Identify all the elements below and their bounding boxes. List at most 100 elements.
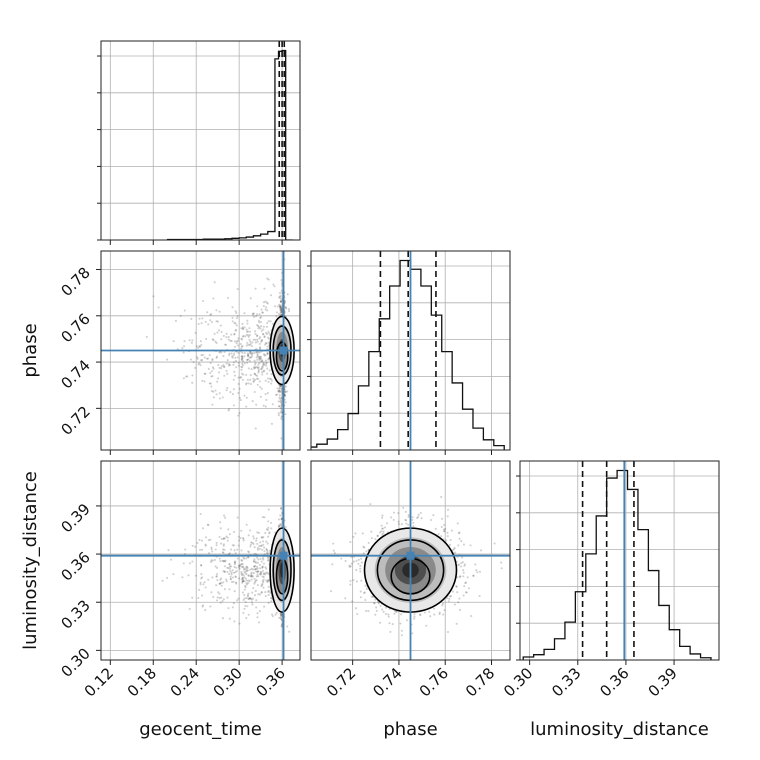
scatter-point	[200, 539, 204, 542]
scatter-point	[215, 393, 218, 396]
scatter-point	[228, 617, 231, 620]
scatter-point	[232, 361, 235, 364]
scatter-point	[456, 564, 460, 567]
scatter-point	[265, 528, 268, 531]
scatter-point	[266, 309, 269, 312]
scatter-point	[429, 518, 433, 522]
scatter-point	[278, 385, 281, 388]
scatter-point	[382, 530, 385, 533]
scatter-point	[172, 573, 175, 576]
scatter-point	[188, 339, 191, 342]
scatter-point	[246, 565, 249, 568]
scatter-point	[233, 571, 236, 574]
scatter-point	[412, 525, 415, 528]
scatter-point	[250, 541, 253, 544]
contour-line	[269, 527, 295, 613]
scatter-point	[237, 544, 240, 547]
scatter-point	[242, 537, 245, 540]
scatter-point	[190, 341, 193, 344]
scatter-point	[215, 575, 218, 578]
scatter-point	[252, 572, 255, 575]
scatter-point	[261, 516, 265, 519]
scatter-point	[459, 565, 462, 568]
scatter-point	[227, 296, 230, 299]
scatter-point	[256, 542, 259, 545]
scatter-point	[227, 338, 230, 341]
scatter-point	[167, 549, 170, 552]
scatter-point	[230, 339, 233, 343]
scatter-point	[279, 306, 282, 310]
scatter-point	[233, 340, 236, 343]
scatter-point	[266, 277, 269, 280]
scatter-point	[256, 548, 259, 551]
scatter-point	[359, 590, 362, 593]
scatter-point	[242, 539, 245, 542]
scatter-point	[256, 573, 259, 576]
scatter-point	[376, 534, 379, 538]
scatter-point	[284, 395, 287, 398]
scatter-point	[209, 382, 212, 385]
scatter-point	[243, 570, 246, 573]
scatter-point	[240, 565, 243, 568]
scatter-point	[253, 565, 256, 568]
truth-marker	[279, 346, 288, 355]
scatter-point	[211, 403, 214, 406]
scatter-point	[189, 358, 193, 361]
scatter-point	[267, 358, 270, 361]
scatter-point	[384, 606, 388, 609]
scatter-point	[280, 396, 283, 399]
scatter-point	[187, 574, 190, 577]
scatter-point	[169, 558, 173, 561]
scatter-point	[188, 562, 192, 565]
scatter-point	[384, 612, 388, 616]
scatter-point	[234, 310, 237, 313]
scatter-point	[243, 594, 246, 597]
scatter-point	[278, 405, 281, 408]
scatter-point	[429, 615, 432, 618]
scatter-point	[232, 580, 235, 583]
scatter-point	[381, 516, 384, 519]
scatter-point	[255, 374, 259, 377]
scatter-point	[391, 623, 394, 626]
scatter-point	[225, 580, 228, 583]
scatter-point	[277, 389, 280, 393]
scatter-point	[261, 548, 264, 551]
scatter-point	[263, 287, 266, 290]
scatter-point	[249, 297, 252, 300]
scatter-point	[407, 523, 410, 526]
scatter-point	[262, 581, 265, 584]
scatter-point	[249, 382, 253, 386]
scatter-point	[255, 570, 258, 573]
scatter-point	[277, 312, 281, 316]
scatter-point	[254, 287, 257, 290]
scatter-point	[212, 595, 215, 598]
scatter-point	[278, 296, 281, 299]
scatter-point	[379, 531, 382, 534]
scatter-point	[211, 358, 214, 361]
scatter-point	[253, 577, 256, 580]
scatter-point	[357, 562, 360, 565]
scatter-point	[219, 582, 222, 585]
scatter-point	[246, 361, 249, 364]
scatter-point	[233, 590, 236, 593]
scatter-point	[404, 510, 407, 513]
scatter-point	[223, 365, 226, 368]
scatter-point	[460, 562, 463, 565]
scatter-point	[277, 414, 280, 417]
scatter-point	[248, 580, 251, 583]
scatter-point	[234, 359, 238, 362]
scatter-point	[247, 556, 250, 559]
panel-geocent_time-hist	[97, 40, 301, 245]
scatter-point	[255, 575, 258, 578]
scatter-point	[263, 546, 266, 549]
scatter-point	[243, 580, 246, 583]
scatter-point	[464, 591, 468, 594]
scatter-point	[360, 557, 363, 560]
scatter-point	[432, 607, 436, 610]
scatter-point	[264, 573, 267, 576]
scatter-point	[235, 342, 238, 345]
scatter-point	[364, 584, 367, 587]
scatter-point	[244, 577, 248, 580]
scatter-point	[241, 351, 244, 354]
scatter-point	[267, 330, 270, 333]
